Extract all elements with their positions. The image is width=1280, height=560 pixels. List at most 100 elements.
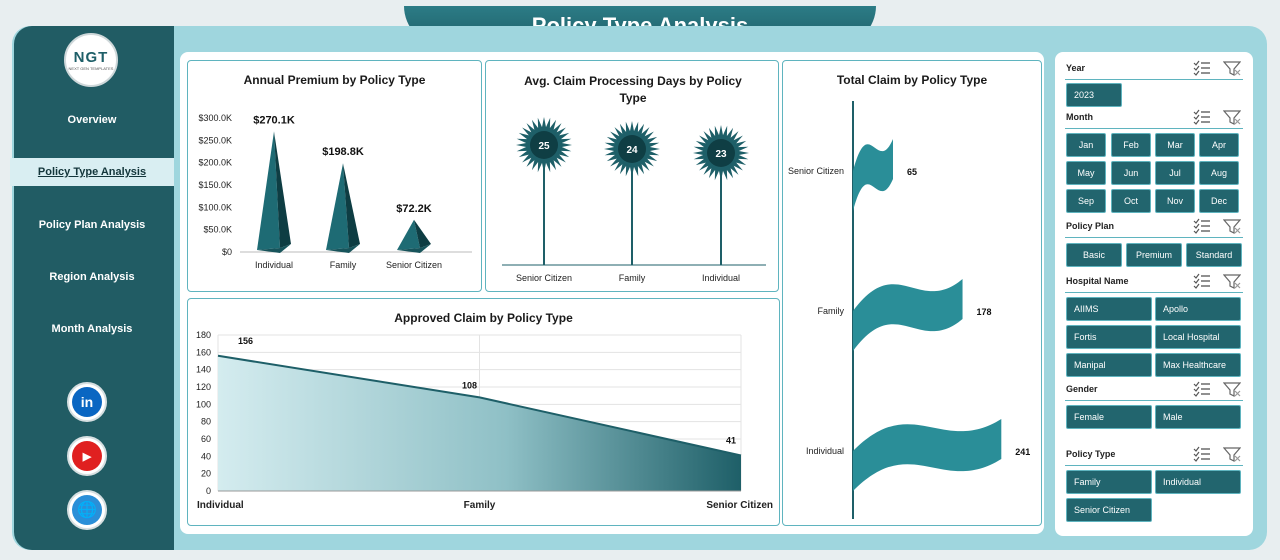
nav-label: Policy Plan Analysis [39, 219, 146, 231]
month-slicer-item[interactable]: Aug [1199, 161, 1239, 185]
youtube-button[interactable]: ▶ [67, 436, 107, 476]
avg-claim-days-svg: 25 Senior Citizen 24 Family 23 Individual [486, 61, 780, 293]
slicer-title: Year [1066, 63, 1085, 73]
y-tick-label: 20 [201, 469, 211, 479]
y-tick-label: $200.0K [198, 158, 232, 168]
clear-filter-icon[interactable] [1223, 218, 1241, 239]
y-tick-label: $300.0K [198, 113, 232, 123]
logo-text: NGT [74, 49, 109, 66]
youtube-icon: ▶ [72, 441, 102, 471]
month-slicer-item[interactable]: Jun [1111, 161, 1151, 185]
policy-type-slicer-item[interactable]: Senior Citizen [1066, 498, 1152, 522]
youtube-glyph: ▶ [83, 450, 91, 463]
month-slicer-header: Month [1065, 107, 1243, 129]
multi-select-icon[interactable] [1193, 273, 1211, 294]
nav-label: Overview [68, 114, 117, 126]
linkedin-button[interactable]: in [67, 382, 107, 422]
data-label: 241 [1015, 447, 1030, 457]
hospital-name-slicer-item[interactable]: Max Healthcare [1155, 353, 1241, 377]
month-slicer-item[interactable]: May [1066, 161, 1106, 185]
hospital-name-slicer-item[interactable]: Fortis [1066, 325, 1152, 349]
slicer-title: Hospital Name [1066, 276, 1129, 286]
clear-filter-icon[interactable] [1223, 381, 1241, 402]
month-slicer-item[interactable]: Nov [1155, 189, 1195, 213]
clear-filter-icon[interactable] [1223, 109, 1241, 130]
month-slicer-item[interactable]: Sep [1066, 189, 1106, 213]
clear-filter-icon[interactable] [1223, 273, 1241, 294]
nav-label: Month Analysis [52, 323, 133, 335]
website-button[interactable]: 🌐 [67, 490, 107, 530]
gender-slicer-item[interactable]: Female [1066, 405, 1152, 429]
nav-region-analysis[interactable]: Region Analysis [10, 263, 174, 291]
x-tick-label: Individual [197, 500, 244, 511]
multi-select-icon[interactable] [1193, 218, 1211, 239]
data-label: 156 [238, 336, 253, 346]
y-tick-label: Individual [806, 446, 844, 456]
hospital-name-slicer-item[interactable]: Local Hospital [1155, 325, 1241, 349]
month-slicer-item[interactable]: Dec [1199, 189, 1239, 213]
month-slicer-item[interactable]: Mar [1155, 133, 1195, 157]
hospital-name-slicer-item[interactable]: AIIMS [1066, 297, 1152, 321]
logo-subtext: NEXT GEN TEMPLATES [69, 66, 114, 71]
data-label: 24 [626, 145, 638, 156]
policy-plan-slicer-item[interactable]: Basic [1066, 243, 1122, 267]
slicer-title: Policy Plan [1066, 221, 1114, 231]
total-claim-svg: Senior Citizen 65 Family 178 Individual 241 [783, 61, 1043, 527]
y-tick-label: $0 [222, 247, 232, 257]
multi-select-icon[interactable] [1193, 381, 1211, 402]
hospital-name-slicer-item[interactable]: Apollo [1155, 297, 1241, 321]
total-claim-chart: Total Claim by Policy Type Senior Citize… [782, 60, 1042, 526]
gender-slicer-header: Gender [1065, 379, 1243, 401]
y-tick-label: 0 [206, 486, 211, 496]
data-label: 25 [538, 141, 550, 152]
slicer-title: Month [1066, 112, 1093, 122]
y-tick-label: 120 [196, 382, 211, 392]
x-tick-label: Senior Citizen [516, 273, 572, 283]
month-slicer-item[interactable]: Jan [1066, 133, 1106, 157]
y-tick-label: $150.0K [198, 180, 232, 190]
data-label: 65 [907, 167, 917, 177]
month-slicer-item[interactable]: Apr [1199, 133, 1239, 157]
y-tick-label: 80 [201, 417, 211, 427]
gender-slicer-item[interactable]: Male [1155, 405, 1241, 429]
policy-plan-slicer-item[interactable]: Premium [1126, 243, 1182, 267]
year-slicer-item[interactable]: 2023 [1066, 83, 1122, 107]
y-tick-label: $50.0K [203, 225, 232, 235]
policy-type-slicer-item[interactable]: Family [1066, 470, 1152, 494]
avg-claim-days-chart: Avg. Claim Processing Days by Policy Typ… [485, 60, 779, 292]
y-tick-label: $100.0K [198, 202, 232, 212]
multi-select-icon[interactable] [1193, 60, 1211, 81]
multi-select-icon[interactable] [1193, 446, 1211, 467]
data-label: 23 [715, 149, 727, 160]
month-slicer-item[interactable]: Jul [1155, 161, 1195, 185]
x-tick-label: Family [330, 260, 357, 270]
y-tick-label: 40 [201, 451, 211, 461]
y-tick-label: 160 [196, 347, 211, 357]
annual-premium-svg: $0 $50.0K $100.0K $150.0K $200.0K $250.0K $300… [188, 61, 483, 293]
policy-plan-slicer-header: Policy Plan [1065, 216, 1243, 238]
nav-overview[interactable]: Overview [10, 106, 174, 134]
clear-filter-icon[interactable] [1223, 446, 1241, 467]
globe-icon: 🌐 [72, 495, 102, 525]
clear-filter-icon[interactable] [1223, 60, 1241, 81]
policy-plan-slicer-item[interactable]: Standard [1186, 243, 1242, 267]
nav-label: Region Analysis [49, 271, 134, 283]
hospital-name-slicer-item[interactable]: Manipal [1066, 353, 1152, 377]
data-label: $198.8K [322, 146, 364, 158]
nav-policy-type-analysis[interactable]: Policy Type Analysis [10, 158, 174, 186]
x-tick-label: Family [619, 273, 646, 283]
month-slicer-item[interactable]: Feb [1111, 133, 1151, 157]
x-tick-label: Family [464, 500, 496, 511]
approved-claim-svg: 0 20 40 60 80 100 120 140 160 180 156 Individual 108… [188, 299, 781, 527]
x-tick-label: Individual [702, 273, 740, 283]
nav-policy-plan-analysis[interactable]: Policy Plan Analysis [10, 211, 174, 239]
globe-glyph: 🌐 [77, 500, 97, 520]
multi-select-icon[interactable] [1193, 109, 1211, 130]
policy-type-slicer-item[interactable]: Individual [1155, 470, 1241, 494]
y-tick-label: Senior Citizen [788, 166, 844, 176]
flag-bar [853, 139, 893, 211]
month-slicer-item[interactable]: Oct [1111, 189, 1151, 213]
nav-month-analysis[interactable]: Month Analysis [10, 315, 174, 343]
nav-label: Policy Type Analysis [38, 166, 146, 178]
x-tick-label: Senior Citizen [706, 500, 773, 511]
